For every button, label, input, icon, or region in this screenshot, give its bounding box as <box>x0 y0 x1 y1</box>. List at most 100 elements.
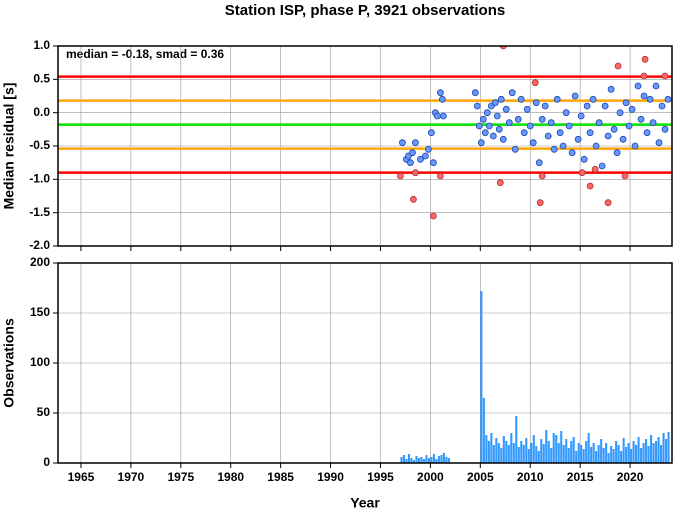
point <box>523 105 531 113</box>
point <box>595 119 603 127</box>
point <box>574 135 582 143</box>
bar <box>432 454 435 463</box>
y-tick-label: 0 <box>43 455 50 469</box>
point <box>592 142 600 150</box>
plot-area <box>58 46 672 220</box>
bar <box>427 458 430 463</box>
bar <box>625 447 628 463</box>
bar <box>550 448 553 463</box>
y-tick-label: 0.0 <box>33 105 50 119</box>
bar <box>557 443 560 463</box>
point <box>640 72 648 80</box>
x-tick-label: 2015 <box>567 470 594 484</box>
y-tick-label: 1.0 <box>33 38 50 52</box>
point <box>538 172 546 180</box>
annotation: median = -0.18, smad = 0.36 <box>66 47 224 61</box>
bar <box>520 441 523 463</box>
point <box>658 102 666 110</box>
bar <box>607 453 610 463</box>
point <box>550 145 558 153</box>
point <box>429 212 437 220</box>
point <box>438 95 446 103</box>
bar <box>595 451 598 463</box>
point <box>655 139 663 147</box>
point <box>544 132 552 140</box>
point <box>601 102 609 110</box>
point <box>614 62 622 70</box>
point <box>427 129 435 137</box>
x-tick-label: 2020 <box>617 470 644 484</box>
x-tick-label: 2010 <box>517 470 544 484</box>
bar <box>555 435 558 463</box>
bar <box>512 443 515 463</box>
bar <box>597 445 600 463</box>
point <box>422 152 429 160</box>
bar <box>482 398 485 463</box>
x-tick-label: 2000 <box>417 470 444 484</box>
y-tick-label: 150 <box>30 305 50 319</box>
point <box>583 102 591 110</box>
bar <box>637 437 640 463</box>
point <box>483 109 491 117</box>
point <box>429 159 437 167</box>
x-tick-label: 1975 <box>167 470 194 484</box>
point <box>489 132 497 140</box>
bar <box>490 433 493 463</box>
frame <box>57 262 673 464</box>
point <box>613 149 621 157</box>
point <box>417 155 424 163</box>
point <box>436 172 444 180</box>
bar <box>565 439 568 463</box>
bar <box>480 291 483 463</box>
point <box>412 139 419 147</box>
bar <box>405 459 408 463</box>
bar <box>495 438 498 463</box>
point <box>556 129 564 137</box>
bar <box>615 441 618 463</box>
point <box>541 102 549 110</box>
bar <box>500 448 503 463</box>
point <box>661 72 669 80</box>
bar <box>525 438 528 463</box>
y-tick-label: 0.5 <box>33 72 50 86</box>
x-tick-label: 1985 <box>267 470 294 484</box>
bar <box>570 441 573 463</box>
y-tick-label: -2.0 <box>29 238 50 252</box>
point <box>529 139 537 147</box>
bar <box>602 448 605 463</box>
point <box>485 122 493 130</box>
y-tick-label: 50 <box>37 405 51 419</box>
x-axis-label: Year <box>350 495 380 511</box>
y-tick-label: -1.5 <box>29 205 50 219</box>
point <box>589 95 597 103</box>
point <box>646 95 654 103</box>
point <box>433 112 441 120</box>
point <box>637 115 645 123</box>
bar <box>542 444 545 463</box>
bar <box>572 437 575 463</box>
bar <box>535 446 538 463</box>
point <box>578 169 586 177</box>
point <box>610 125 618 133</box>
bar <box>515 416 518 463</box>
point <box>535 159 543 167</box>
y-tick-label: 200 <box>30 255 50 269</box>
point <box>493 112 501 120</box>
bar <box>580 445 583 463</box>
bar <box>667 432 670 463</box>
point <box>628 105 636 113</box>
point <box>631 142 639 150</box>
point <box>664 95 672 103</box>
point <box>643 129 651 137</box>
bar <box>502 436 505 463</box>
bar <box>532 435 535 463</box>
bar <box>545 430 548 463</box>
bar <box>402 455 406 463</box>
point <box>661 125 669 133</box>
point <box>477 139 485 147</box>
point <box>481 129 489 137</box>
bar <box>540 439 543 463</box>
point <box>532 99 540 107</box>
point <box>471 89 479 97</box>
